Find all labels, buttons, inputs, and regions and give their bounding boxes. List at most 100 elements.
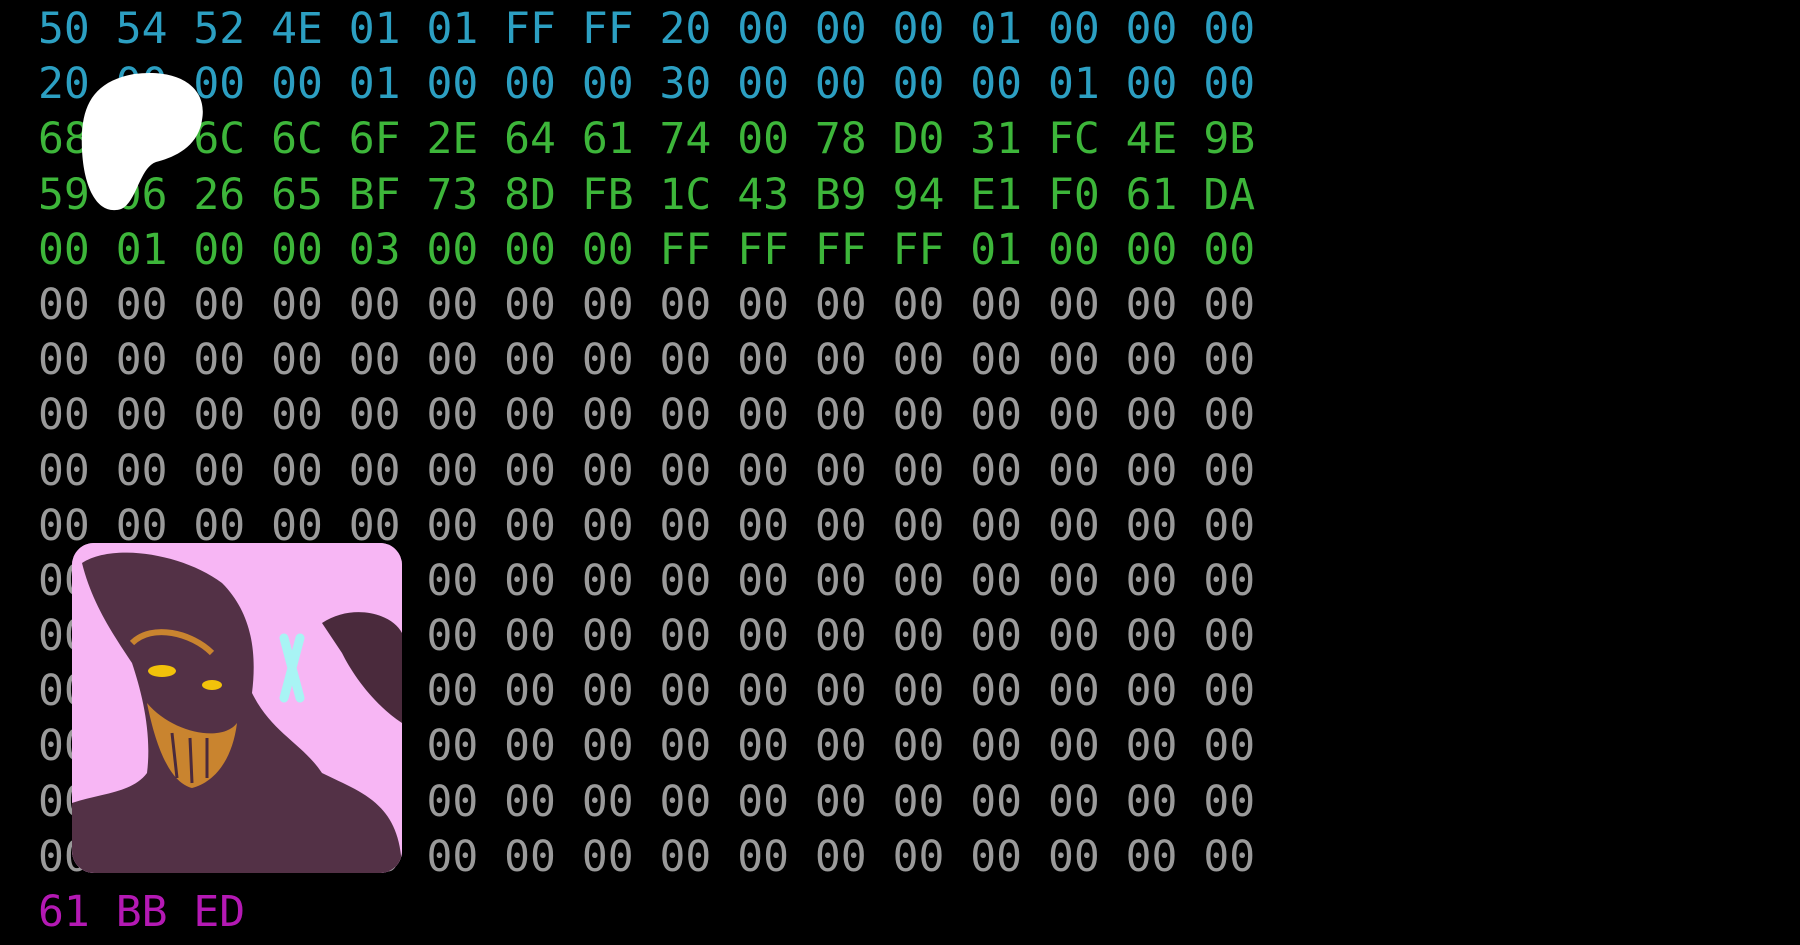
hex-byte: 00 [38, 445, 90, 496]
hex-byte: DA [1203, 169, 1256, 220]
hex-byte: 00 [193, 279, 246, 330]
hex-byte: 00 [38, 224, 90, 275]
hex-byte: 6C [271, 114, 323, 165]
hex-byte: 00 [426, 59, 479, 110]
hex-byte: 00 [581, 831, 634, 882]
hex-byte: 00 [348, 500, 401, 551]
hex-byte: B9 [814, 169, 867, 220]
hex-byte: 00 [504, 831, 556, 882]
hex-byte: 00 [348, 279, 401, 330]
hex-byte: 00 [970, 500, 1023, 551]
hex-byte: 00 [1047, 279, 1100, 330]
hex-byte: 8D [504, 169, 556, 220]
hex-byte: 00 [1047, 335, 1100, 386]
hex-dump: 5054524E0101FFFF200000000100000020000000… [38, 2, 1281, 940]
hex-byte: 00 [426, 611, 479, 662]
hex-byte: 01 [1047, 59, 1100, 110]
hex-byte: 00 [814, 445, 867, 496]
hex-row: 59 06 26 65 BF 73 8D FB 1C 43 B9 94 E1 F0 61 DA [38, 168, 1281, 223]
hex-byte: 00 [1047, 776, 1100, 827]
hex-byte: 00 [1203, 335, 1256, 386]
hex-byte: 01 [970, 4, 1023, 54]
hex-row: 00 01 00 00 03 00 00 00 FF FF FF FF 01 00 00 00 [38, 223, 1281, 278]
hex-byte: 00 [504, 776, 556, 827]
hex-byte: 64 [504, 114, 556, 165]
hex-byte: 20 [659, 4, 712, 54]
hex-byte: 00 [426, 666, 479, 717]
hex-byte: 6C [193, 114, 246, 165]
hex-byte: 00 [892, 279, 945, 330]
hex-byte: 00 [426, 279, 479, 330]
hex-row: 61 BB ED [38, 885, 1281, 940]
hex-byte: 00 [1203, 224, 1256, 275]
hex-byte: 59 [38, 169, 90, 220]
hex-byte: 61 [38, 887, 90, 937]
hex-byte: 00 [659, 390, 712, 441]
hex-byte: 00 [1125, 776, 1178, 827]
hex-byte: 00 [271, 224, 323, 275]
hex-byte: 00 [581, 445, 634, 496]
hex-byte: 4E [271, 4, 323, 54]
hex-byte: 00 [970, 390, 1023, 441]
hex-byte: 00 [581, 390, 634, 441]
hex-byte: 00 [348, 390, 401, 441]
hex-byte: 00 [659, 611, 712, 662]
hex-byte: 00 [581, 335, 634, 386]
hex-byte: 00 [348, 335, 401, 386]
avatar-image [72, 543, 402, 873]
hex-byte: 00 [659, 279, 712, 330]
hex-byte: 00 [1047, 721, 1100, 772]
hex-byte: 00 [814, 59, 867, 110]
hex-byte: 00 [193, 59, 246, 110]
hex-byte: 00 [504, 611, 556, 662]
hex-byte: 00 [1047, 831, 1100, 882]
hex-byte: FF [892, 224, 945, 275]
hex-byte: 00 [737, 390, 789, 441]
hex-byte: 00 [504, 335, 556, 386]
hex-byte: 00 [814, 279, 867, 330]
hex-byte: 01 [348, 59, 401, 110]
hex-byte: 00 [892, 59, 945, 110]
hex-byte: 00 [1203, 666, 1256, 717]
hex-byte: 00 [348, 445, 401, 496]
hex-byte: 00 [38, 335, 90, 386]
hex-byte: 00 [504, 224, 556, 275]
hex-byte: 00 [1203, 390, 1256, 441]
hex-byte: 00 [737, 445, 789, 496]
hex-byte: 00 [1203, 279, 1256, 330]
hex-byte: 00 [581, 59, 634, 110]
hex-byte: 00 [1203, 831, 1256, 882]
hex-byte: 00 [892, 721, 945, 772]
hex-byte: 00 [426, 224, 479, 275]
hex-byte: FF [737, 224, 789, 275]
hex-byte: 01 [970, 224, 1023, 275]
hex-byte: 00 [970, 445, 1023, 496]
hex-byte: 00 [892, 831, 945, 882]
hex-byte: 00 [1047, 611, 1100, 662]
hex-byte: 00 [1125, 59, 1178, 110]
hex-byte: 01 [115, 224, 168, 275]
hex-byte: 00 [193, 445, 246, 496]
hex-byte: 00 [892, 335, 945, 386]
hex-byte: 94 [892, 169, 945, 220]
hex-byte: 00 [814, 335, 867, 386]
hex-byte: 00 [1125, 555, 1178, 606]
hex-byte: 00 [814, 390, 867, 441]
hex-byte: 00 [970, 776, 1023, 827]
hex-byte: 00 [581, 224, 634, 275]
hex-byte: 00 [271, 390, 323, 441]
hex-byte: 00 [814, 611, 867, 662]
hex-byte: 00 [892, 4, 945, 54]
white-blob-shape [81, 72, 203, 211]
hex-byte: 78 [814, 114, 867, 165]
hex-byte: 00 [38, 500, 90, 551]
hex-byte: 00 [504, 390, 556, 441]
hex-byte: 2E [426, 114, 479, 165]
hex-byte: 00 [659, 555, 712, 606]
hex-byte: 00 [1047, 445, 1100, 496]
hex-byte: 00 [581, 721, 634, 772]
hex-byte: 00 [1047, 224, 1100, 275]
hex-row: 20000000010000003000000000010000 [38, 57, 1281, 112]
hex-byte: 00 [737, 611, 789, 662]
hex-byte: 00 [1125, 500, 1178, 551]
